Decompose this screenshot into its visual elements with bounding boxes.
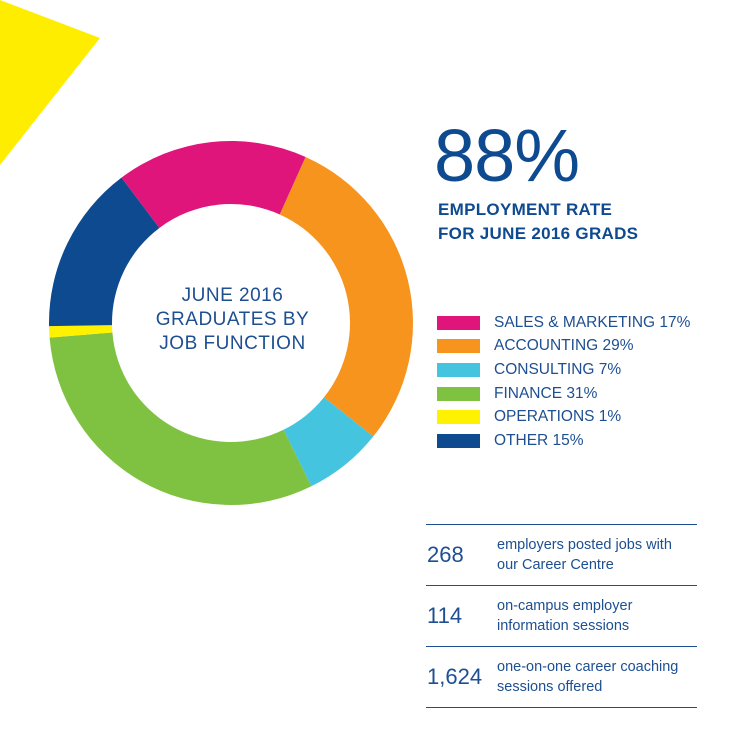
donut-slice-other [49, 177, 160, 327]
fact-description: employers posted jobs with our Career Ce… [497, 535, 672, 575]
donut-slice-sales-marketing [121, 141, 306, 228]
caption-line-2: FOR JUNE 2016 GRADS [438, 224, 639, 243]
fact-text-line: information sessions [497, 618, 630, 634]
legend-label: OTHER 15% [494, 431, 584, 449]
fact-text-line: sessions offered [497, 679, 603, 695]
legend-label: OPERATIONS 1% [494, 408, 622, 426]
fact-text-line: on-campus employer [497, 598, 633, 614]
career-facts-table: 268 employers posted jobs with our Caree… [426, 524, 697, 708]
fact-row: 1,624 one-on-one career coaching session… [426, 646, 697, 708]
employment-rate-caption: EMPLOYMENT RATE FOR JUNE 2016 GRADS [438, 198, 638, 246]
legend-item: FINANCE 31% [437, 382, 690, 406]
legend-item: SALES & MARKETING 17% [437, 311, 690, 335]
legend-swatch-finance [437, 386, 480, 401]
legend-swatch-operations [437, 410, 480, 425]
fact-number: 268 [427, 542, 464, 567]
chart-legend: SALES & MARKETING 17% ACCOUNTING 29% CON… [437, 311, 690, 453]
fact-number: 114 [427, 603, 463, 628]
legend-swatch-sales-marketing [437, 315, 480, 330]
legend-item: OTHER 15% [437, 429, 690, 453]
donut-chart-svg [49, 141, 413, 505]
donut-slice-accounting [279, 156, 413, 437]
legend-label: CONSULTING 7% [494, 360, 622, 378]
fact-number: 1,624 [427, 664, 483, 689]
fact-text-line: employers posted jobs with [497, 537, 672, 553]
legend-item: OPERATIONS 1% [437, 405, 690, 429]
legend-swatch-accounting [437, 339, 480, 354]
donut-slice-operations [49, 325, 113, 338]
fact-description: on-campus employer information sessions [497, 596, 632, 636]
caption-line-1: EMPLOYMENT RATE [438, 200, 613, 219]
fact-text-line: our Career Centre [497, 557, 614, 573]
fact-row: 114 on-campus employer information sessi… [426, 585, 697, 646]
fact-description: one-on-one career coaching sessions offe… [497, 657, 678, 697]
fact-row: 268 employers posted jobs with our Caree… [426, 524, 697, 585]
legend-label: FINANCE 31% [494, 384, 598, 402]
chart-title-line-1: JUNE 2016 [181, 285, 284, 306]
chart-title-line-2: GRADUATES BY [155, 309, 310, 330]
donut-slice-finance [49, 332, 312, 505]
legend-swatch-other [437, 433, 480, 448]
chart-title-line-3: JOB FUNCTION [159, 333, 306, 354]
employment-rate-value: 88% [434, 114, 580, 197]
legend-item: CONSULTING 7% [437, 358, 690, 382]
donut-slice-consulting [283, 397, 374, 487]
legend-label: ACCOUNTING 29% [494, 337, 634, 355]
donut-chart [45, 137, 417, 509]
fact-text-line: one-on-one career coaching [497, 659, 679, 675]
chart-center-title: JUNE 2016 GRADUATES BY JOB FUNCTION [140, 284, 325, 356]
legend-item: ACCOUNTING 29% [437, 335, 690, 359]
legend-label: SALES & MARKETING 17% [494, 313, 691, 331]
corner-triangle-decoration [0, 0, 100, 165]
legend-swatch-consulting [437, 362, 480, 377]
